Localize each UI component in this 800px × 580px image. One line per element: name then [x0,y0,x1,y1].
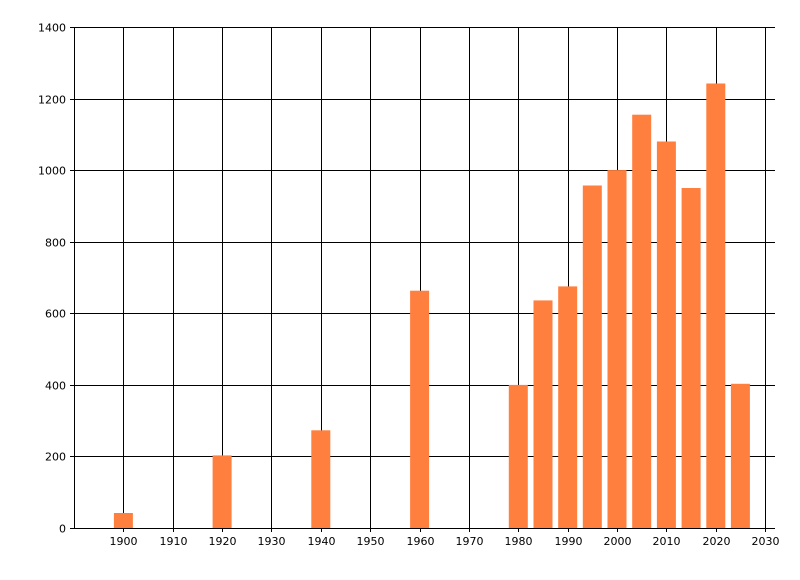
x-tick-label: 1910 [160,535,188,548]
axes [70,27,775,532]
x-tick-label: 1950 [357,535,385,548]
bars [113,83,750,528]
bar-1920 [212,455,232,528]
bar-2010 [656,141,676,528]
y-tick-label: 1200 [38,94,66,107]
x-tick-label: 2010 [653,535,681,548]
y-tick-label: 200 [45,451,66,464]
x-tick-label: 1900 [110,535,138,548]
bar-1995 [582,185,602,528]
bar-1980 [508,384,528,528]
grid [74,27,775,529]
bar-1960 [410,290,430,528]
bar-2025 [730,383,750,528]
bar-1940 [311,430,331,528]
y-tick-label: 1000 [38,165,66,178]
bar-1900 [113,513,133,528]
x-tick-label: 2000 [604,535,632,548]
bar-2015 [681,188,701,528]
y-tick-label: 400 [45,380,66,393]
x-tick-label: 1940 [308,535,336,548]
x-tick-label: 2020 [703,535,731,548]
y-tick-label: 600 [45,308,66,321]
y-tick-label: 0 [59,523,66,536]
bar-2020 [706,83,726,528]
x-tick-label: 1990 [555,535,583,548]
bar-2000 [607,170,627,528]
y-tick-label: 800 [45,237,66,250]
tick-labels: 0 200 400 600 800 1000 1200 1400 1900 1910 1920 193… [38,22,780,549]
x-tick-label: 1960 [407,535,435,548]
x-tick-label: 2030 [752,535,780,548]
x-tick-label: 1980 [505,535,533,548]
bar-1985 [533,300,553,528]
x-tick-label: 1970 [456,535,484,548]
y-tick-label: 1400 [38,22,66,35]
bar-2005 [632,114,652,528]
bar-1990 [558,286,578,528]
x-tick-label: 1920 [209,535,237,548]
x-tick-label: 1930 [258,535,286,548]
